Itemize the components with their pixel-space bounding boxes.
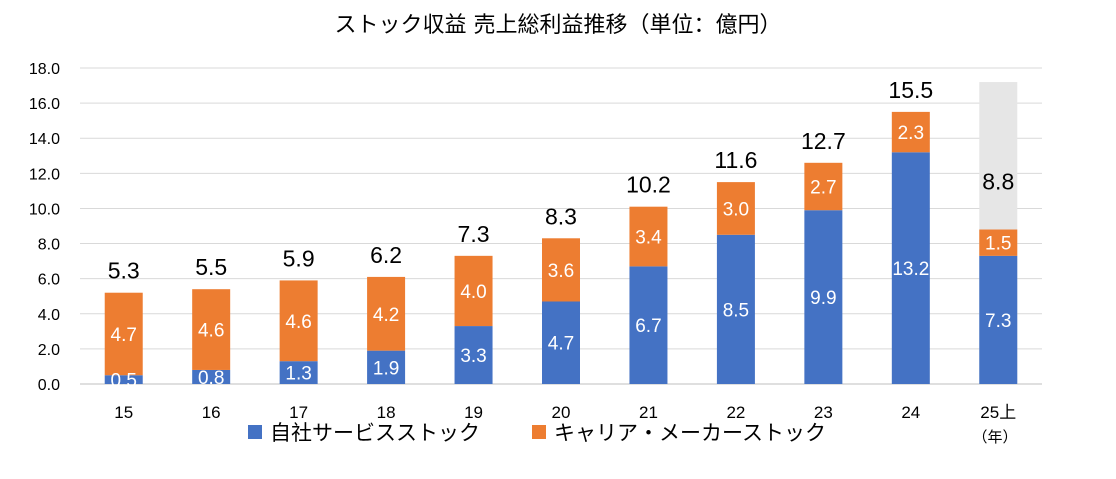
total-label: 12.7: [801, 128, 846, 154]
data-label-carrier-maker: 4.0: [460, 282, 486, 303]
y-tick-label: 8.0: [38, 237, 60, 254]
x-tick-label: 16: [202, 403, 221, 422]
x-tick-label: 22: [726, 403, 745, 422]
data-label-own-service: 0.8: [198, 368, 224, 389]
data-label-own-service: 0.5: [111, 371, 137, 392]
chart-title: ストック収益 売上総利益推移（単位：億円）: [335, 13, 782, 38]
bar-segment-own-service: [367, 350, 406, 384]
data-label-carrier-maker: 1.5: [985, 234, 1011, 255]
total-label: 8.8: [982, 169, 1014, 195]
bars: 0.5 4.7 5.3 0.8 4.6 5.5 1.3 4.6 5.9 1.9 4.2 6.2 3.3 4…: [104, 77, 1018, 392]
data-label-own-service: 9.9: [810, 288, 836, 309]
data-label-own-service: 1.3: [285, 364, 311, 385]
x-tick-label: 21: [639, 403, 658, 422]
bar-segment-carrier-maker: [454, 255, 493, 327]
data-label-own-service: 6.7: [635, 316, 661, 337]
x-tick-label: 18: [377, 403, 396, 422]
y-tick-label: 10.0: [29, 201, 60, 218]
x-tick-label: 24: [901, 403, 920, 422]
data-label-own-service: 3.3: [460, 346, 486, 367]
bar-segment-carrier-maker: [629, 206, 668, 267]
y-tick-label: 0.0: [38, 377, 60, 394]
data-label-carrier-maker: 3.6: [548, 261, 574, 282]
bar-segment-carrier-maker: [542, 238, 580, 302]
bar-segment-own-service: [192, 369, 231, 384]
bar-segment-own-service: [104, 375, 143, 384]
bar-segment-own-service: [979, 255, 1018, 384]
x-tick-label: 15: [114, 403, 133, 422]
total-label: 8.3: [545, 203, 577, 229]
total-label: 11.6: [714, 147, 757, 173]
y-tick-label: 6.0: [38, 272, 60, 289]
data-label-own-service: 8.5: [723, 300, 749, 321]
data-label-carrier-maker: 4.7: [111, 325, 137, 346]
bar-segment-carrier-maker: [891, 111, 930, 153]
bar-segment-carrier-maker: [279, 280, 318, 362]
bar-segment-own-service: [891, 152, 930, 384]
x-axis: 15 16 17 18 19 20 21 22 23 24 25上: [114, 403, 1016, 422]
legend-label-own-service: 自社サービスストック: [270, 421, 480, 445]
legend: 自社サービスストック キャリア・メーカーストック: [248, 421, 826, 445]
bar-segment-own-service: [804, 210, 843, 384]
bar-segment-own-service: [629, 266, 668, 384]
legend-label-carrier-maker: キャリア・メーカーストック: [554, 421, 826, 445]
x-axis-unit: （年）: [972, 428, 1017, 446]
y-tick-label: 14.0: [29, 131, 60, 148]
total-label: 5.9: [283, 245, 315, 271]
bar-segment-carrier-maker: [367, 276, 406, 351]
x-tick-label: 25上: [980, 403, 1016, 422]
bar-segment-carrier-maker: [716, 182, 755, 235]
bar-segment-own-service: [279, 361, 318, 384]
data-label-own-service: 1.9: [373, 358, 399, 379]
y-tick-label: 18.0: [29, 61, 60, 78]
bar-segment-carrier-maker: [192, 289, 231, 370]
x-tick-label: 23: [814, 403, 833, 422]
y-tick-label: 12.0: [29, 166, 60, 183]
data-label-carrier-maker: 2.3: [898, 123, 924, 144]
data-label-own-service: 7.3: [985, 311, 1011, 332]
total-label: 15.5: [888, 77, 933, 103]
data-label-carrier-maker: 4.6: [198, 321, 224, 342]
data-label-carrier-maker: 4.6: [285, 312, 311, 333]
data-label-own-service: 4.7: [548, 334, 574, 355]
bar-segment-carrier-maker: [104, 292, 143, 376]
data-label-carrier-maker: 2.7: [810, 178, 836, 199]
y-tick-label: 16.0: [29, 96, 60, 113]
x-tick-label: 20: [552, 403, 571, 422]
bar-segment-own-service: [716, 234, 755, 384]
total-label: 5.5: [195, 254, 227, 280]
legend-swatch-own-service: [248, 425, 262, 439]
legend-swatch-carrier-maker: [532, 425, 546, 439]
total-label: 10.2: [626, 172, 671, 198]
total-label: 5.3: [108, 258, 140, 284]
data-label-carrier-maker: 3.0: [723, 199, 749, 220]
x-tick-label: 19: [464, 403, 483, 422]
y-tick-label: 2.0: [38, 342, 60, 359]
y-tick-label: 4.0: [38, 307, 60, 324]
bar-segment-own-service: [542, 301, 580, 384]
bar-segment-carrier-maker: [804, 162, 843, 211]
total-label: 6.2: [370, 242, 402, 268]
data-label-own-service: 13.2: [892, 259, 929, 280]
bar-segment-own-service: [454, 326, 493, 384]
y-axis: 0.0 2.0 4.0 6.0 8.0 10.0 12.0 14.0 16.0 18.0: [29, 61, 60, 394]
data-label-carrier-maker: 4.2: [373, 305, 399, 326]
data-label-carrier-maker: 3.4: [635, 228, 662, 249]
x-tick-label: 17: [289, 403, 308, 422]
total-label: 7.3: [458, 221, 490, 247]
bar-segment-carrier-maker: [979, 229, 1018, 256]
